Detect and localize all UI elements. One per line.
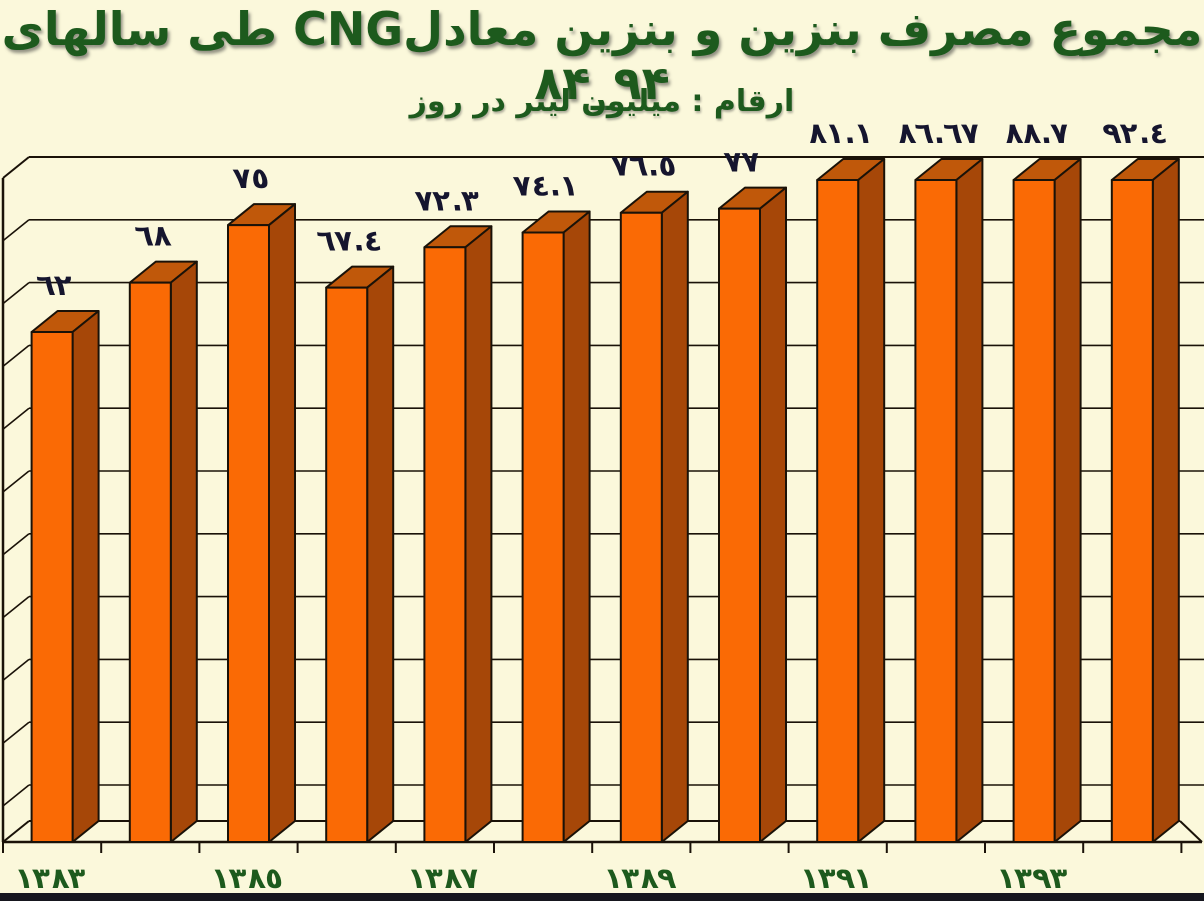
bar-value-label: ٦٨: [133, 219, 173, 253]
bar-front-face: [1012, 179, 1056, 843]
bar-side-face: [71, 310, 100, 843]
bar-front-face: [325, 286, 369, 843]
bar-value-label: ٦٢: [35, 268, 75, 302]
bar-value-label: ٧٧: [722, 145, 762, 179]
left-wall-gridline-diagonal: [2, 219, 30, 242]
x-axis-year-label: ١٣٩١: [799, 861, 875, 895]
bar-value-label: ٩٢.٤: [1100, 116, 1169, 150]
bar-side-face: [1151, 158, 1180, 843]
bar-front-face: [227, 224, 270, 843]
bar-front-face: [128, 281, 172, 843]
bar-3d: [914, 158, 984, 843]
x-axis-year-label: ١٣٨٣: [13, 861, 89, 895]
left-wall-gridline-diagonal: [2, 470, 30, 493]
bar-side-face: [955, 158, 984, 843]
left-wall-gridline-diagonal: [2, 595, 30, 619]
bar-value-label: ٨٨.٧: [1002, 116, 1071, 150]
bar-value-label: ٧٤.١: [511, 169, 580, 203]
x-axis-year-label: ١٣٨٧: [406, 861, 482, 895]
left-wall-gridline-diagonal: [2, 784, 30, 807]
bar-3d: [325, 265, 395, 843]
bar-front-face: [521, 231, 565, 843]
bar-3d: [128, 260, 198, 843]
bar-front-face: [30, 331, 74, 843]
floor-right-edge: [1179, 820, 1203, 843]
bar-value-label: ٧٢.٣: [413, 183, 482, 217]
x-axis-year-label: ١٣٨٥: [209, 861, 285, 895]
chart-units-note: ارقام : میلیون لیتر در روز: [409, 84, 795, 119]
bar-3d: [521, 210, 591, 843]
bar-front-face: [718, 207, 761, 843]
bar-front-face: [914, 179, 958, 843]
bar-side-face: [366, 265, 395, 843]
bar-value-label: ٨٦.٦٧: [895, 116, 982, 150]
bar-3d: [227, 203, 296, 843]
bar-3d: [1012, 158, 1082, 843]
floor-left-edge: [2, 820, 30, 843]
bar-front-face: [1110, 179, 1154, 843]
bar-value-label: ٧٦.٥: [609, 149, 678, 183]
left-wall-top-edge: [2, 156, 30, 179]
bar-side-face: [562, 210, 591, 843]
bar-side-face: [268, 203, 296, 843]
bar-side-face: [857, 158, 886, 843]
left-wall-gridline-diagonal: [2, 533, 30, 556]
bar-value-label: ٨١.١: [806, 116, 875, 150]
bar-3d: [423, 225, 493, 843]
left-wall-gridline-diagonal: [2, 721, 30, 744]
bar-front-face: [816, 179, 860, 843]
bar-3d: [30, 310, 100, 843]
x-axis-year-label: ١٣٩٣: [995, 861, 1071, 895]
left-wall-gridline-diagonal: [2, 344, 30, 368]
slide-bottom-strip: [0, 893, 1204, 901]
bar-3d: [1110, 158, 1180, 843]
bar-value-label: ٦٧.٤: [315, 224, 384, 258]
left-wall-gridline-diagonal: [2, 281, 30, 305]
bar-front-face: [423, 246, 467, 843]
bar-side-face: [759, 186, 787, 843]
bar-3d: [718, 186, 787, 843]
bar-value-label: ٧٥: [231, 161, 271, 195]
left-wall-gridline-diagonal: [2, 407, 30, 430]
left-wall-gridline-diagonal: [2, 658, 30, 682]
bar-side-face: [464, 225, 493, 843]
bar-front-face: [619, 211, 663, 843]
bar-side-face: [169, 260, 198, 843]
bar-side-face: [1053, 158, 1082, 843]
bar-3d: [816, 158, 886, 843]
bar-side-face: [660, 190, 689, 843]
x-axis-year-label: ١٣٨٩: [602, 861, 678, 895]
chart-title: مجموع مصرف بنزین و بنزین معادلCNG طی سال…: [1, 2, 1203, 110]
bar-3d: [619, 190, 689, 843]
